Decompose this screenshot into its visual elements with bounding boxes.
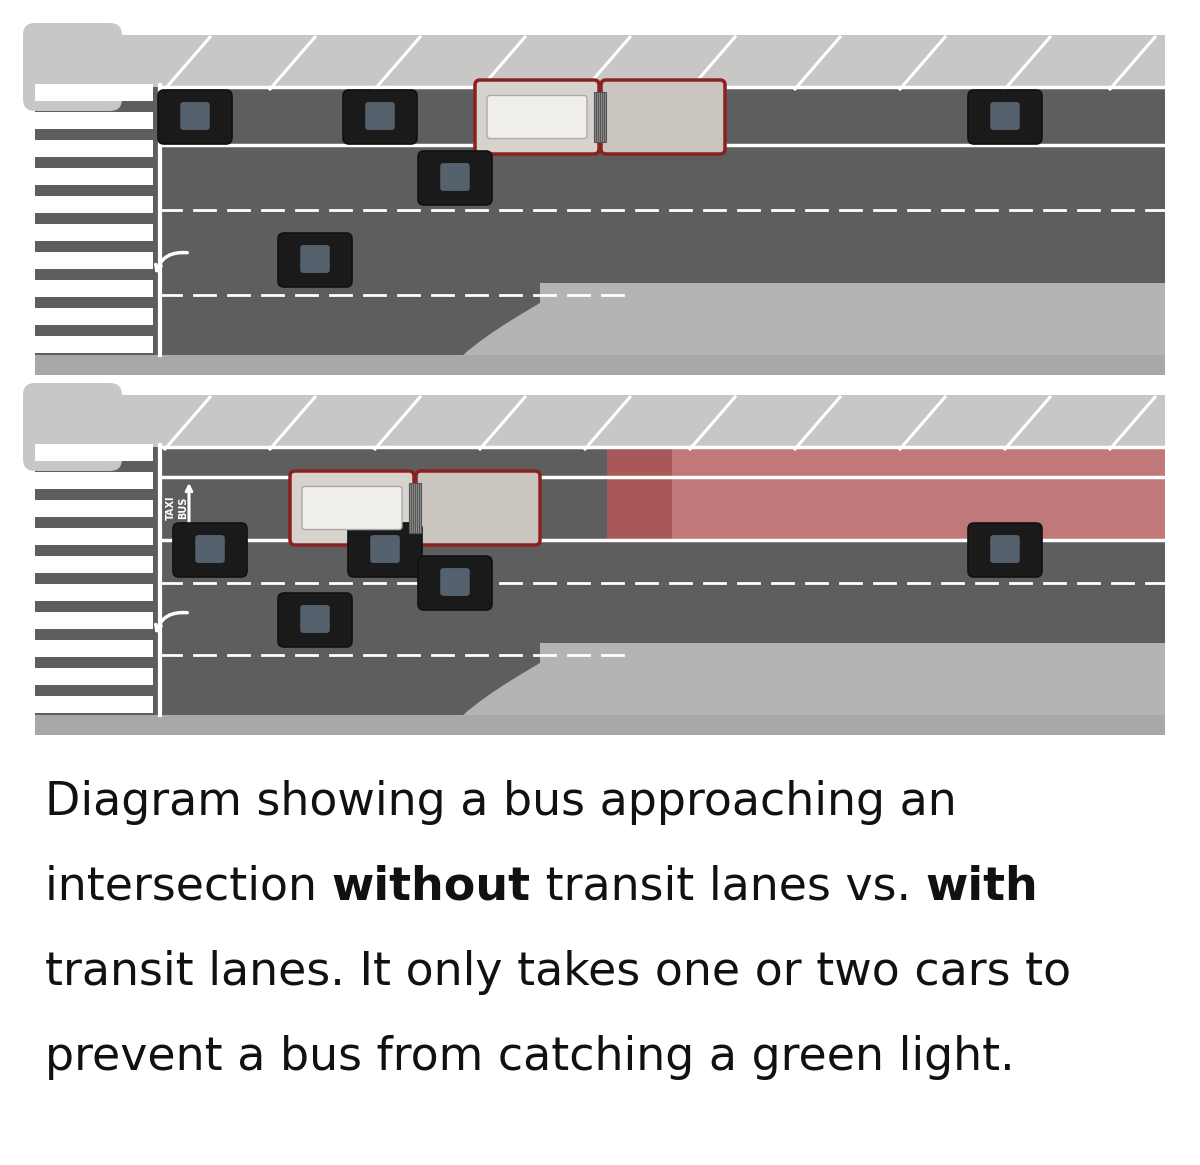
Bar xyxy=(95,35,1165,87)
FancyBboxPatch shape xyxy=(968,523,1042,577)
Bar xyxy=(35,196,154,213)
Bar xyxy=(35,355,1165,375)
Bar xyxy=(35,35,1165,375)
Bar xyxy=(35,308,154,325)
Bar xyxy=(35,500,154,517)
FancyBboxPatch shape xyxy=(343,90,418,144)
Bar xyxy=(620,449,1165,541)
Bar xyxy=(409,483,421,534)
Text: transit lanes. It only takes one or two cars to: transit lanes. It only takes one or two … xyxy=(46,949,1072,995)
Bar xyxy=(35,715,1165,735)
Bar xyxy=(35,252,154,269)
FancyBboxPatch shape xyxy=(475,80,599,154)
Bar xyxy=(35,612,154,629)
Bar xyxy=(35,84,154,101)
FancyBboxPatch shape xyxy=(990,535,1020,563)
FancyBboxPatch shape xyxy=(348,523,422,577)
Bar xyxy=(35,640,154,657)
PathPatch shape xyxy=(450,283,1165,375)
Text: transit lanes vs.: transit lanes vs. xyxy=(530,864,925,910)
FancyBboxPatch shape xyxy=(990,103,1020,130)
Bar xyxy=(35,643,450,735)
FancyBboxPatch shape xyxy=(601,80,725,154)
FancyBboxPatch shape xyxy=(180,103,210,130)
FancyBboxPatch shape xyxy=(23,383,122,471)
Bar xyxy=(607,449,672,541)
Text: intersection: intersection xyxy=(46,864,331,910)
Bar xyxy=(95,395,1165,447)
Bar xyxy=(35,395,1165,735)
FancyBboxPatch shape xyxy=(300,605,330,633)
Text: Diagram showing a bus approaching an: Diagram showing a bus approaching an xyxy=(46,781,956,825)
Bar xyxy=(35,444,154,461)
Text: without: without xyxy=(331,864,530,910)
FancyBboxPatch shape xyxy=(302,487,402,530)
FancyBboxPatch shape xyxy=(173,523,247,577)
Bar xyxy=(35,280,154,297)
Bar xyxy=(35,283,450,375)
Bar xyxy=(594,92,606,142)
Bar xyxy=(35,668,154,685)
Bar xyxy=(540,283,1165,375)
FancyBboxPatch shape xyxy=(278,233,352,287)
FancyBboxPatch shape xyxy=(418,556,492,610)
FancyBboxPatch shape xyxy=(278,593,352,647)
Bar xyxy=(35,556,154,573)
Bar xyxy=(35,528,154,545)
Bar xyxy=(35,224,154,241)
FancyBboxPatch shape xyxy=(440,569,469,596)
Bar xyxy=(35,584,154,601)
FancyBboxPatch shape xyxy=(23,23,122,111)
Bar xyxy=(35,112,154,129)
Bar xyxy=(35,696,154,713)
Text: prevent a bus from catching a green light.: prevent a bus from catching a green ligh… xyxy=(46,1035,1015,1080)
FancyBboxPatch shape xyxy=(487,96,587,139)
FancyBboxPatch shape xyxy=(440,163,469,191)
FancyBboxPatch shape xyxy=(196,535,224,563)
Bar xyxy=(35,472,154,489)
FancyBboxPatch shape xyxy=(416,471,540,545)
Bar xyxy=(35,140,154,157)
FancyBboxPatch shape xyxy=(365,103,395,130)
Text: TAXI
BUS: TAXI BUS xyxy=(166,496,188,521)
FancyBboxPatch shape xyxy=(968,90,1042,144)
Bar xyxy=(95,35,1165,87)
Bar xyxy=(35,168,154,185)
Text: with: with xyxy=(925,864,1038,910)
FancyBboxPatch shape xyxy=(300,245,330,273)
Bar xyxy=(35,336,154,353)
FancyBboxPatch shape xyxy=(418,151,492,205)
Bar xyxy=(540,643,1165,735)
FancyBboxPatch shape xyxy=(158,90,232,144)
PathPatch shape xyxy=(450,643,1165,735)
FancyBboxPatch shape xyxy=(371,535,400,563)
Bar xyxy=(95,395,1165,447)
FancyBboxPatch shape xyxy=(290,471,414,545)
